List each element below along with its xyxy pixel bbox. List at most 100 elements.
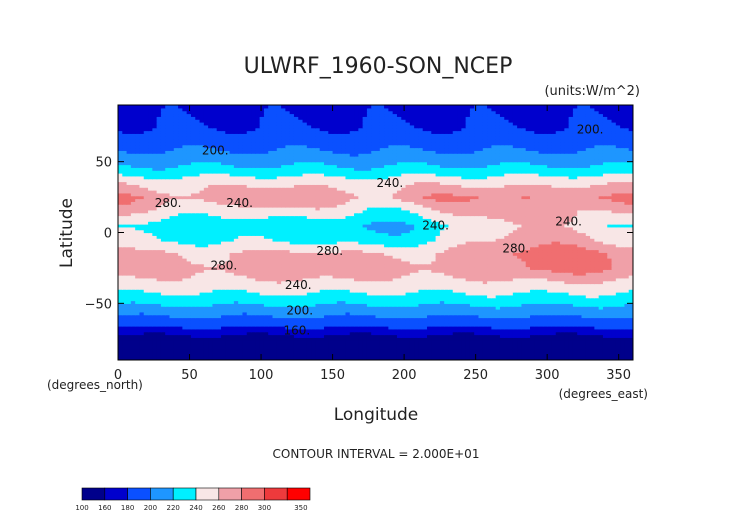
field-cell <box>203 272 209 276</box>
field-cell <box>551 252 557 256</box>
field-cell <box>319 255 325 259</box>
field-cell <box>195 241 201 245</box>
field-cell <box>525 306 531 310</box>
field-cell <box>259 249 265 253</box>
field-cell <box>341 340 347 344</box>
field-cell <box>169 260 175 265</box>
field-cell <box>602 255 608 259</box>
field-cell <box>525 317 531 321</box>
field-cell <box>229 269 235 273</box>
field-cell <box>139 266 145 270</box>
field-cell <box>568 294 574 299</box>
field-cell <box>375 286 381 290</box>
field-cell <box>358 320 364 324</box>
field-cell <box>422 320 428 324</box>
field-cell <box>238 266 244 270</box>
field-cell <box>324 277 329 282</box>
field-cell <box>126 260 132 265</box>
field-cell <box>302 258 308 262</box>
field-cell <box>195 260 201 265</box>
field-cell <box>448 260 454 265</box>
field-cell <box>118 269 123 273</box>
field-cell <box>495 343 501 347</box>
field-cell <box>362 286 368 290</box>
field-cell <box>534 283 540 287</box>
field-cell <box>474 326 480 330</box>
field-cell <box>611 309 617 313</box>
field-cell <box>435 297 441 302</box>
field-cell <box>465 246 471 251</box>
field-cell <box>324 252 329 256</box>
field-cell <box>186 328 192 333</box>
field-cell <box>302 309 308 313</box>
field-cell <box>152 320 158 324</box>
field-cell <box>349 331 355 336</box>
field-cell <box>508 317 514 321</box>
field-cell <box>504 340 510 344</box>
field-cell <box>431 309 437 313</box>
field-cell <box>547 354 553 358</box>
field-cell <box>345 292 351 296</box>
field-cell <box>392 345 398 350</box>
field-cell <box>281 328 286 333</box>
field-cell <box>551 309 557 313</box>
field-cell <box>379 280 385 285</box>
field-cell <box>302 283 308 287</box>
field-cell <box>491 255 497 259</box>
field-cell <box>118 348 123 353</box>
field-cell <box>298 348 304 353</box>
field-cell <box>439 317 445 321</box>
field-cell <box>276 357 282 360</box>
field-cell <box>504 269 510 273</box>
field-cell <box>152 275 158 279</box>
field-cell <box>272 283 278 287</box>
field-cell <box>478 292 484 296</box>
field-cell <box>182 340 188 344</box>
field-cell <box>538 340 544 344</box>
field-cell <box>542 309 548 313</box>
field-cell <box>611 263 617 268</box>
field-cell <box>474 255 480 259</box>
field-cell <box>418 343 424 347</box>
field-cell <box>568 309 574 313</box>
field-cell <box>405 345 411 350</box>
field-cell <box>457 314 462 319</box>
field-cell <box>130 258 136 262</box>
field-cell <box>135 309 141 313</box>
field-cell <box>388 260 394 265</box>
field-cell <box>324 337 329 341</box>
field-cell <box>336 320 342 324</box>
field-cell <box>366 337 372 341</box>
field-cell <box>199 348 205 353</box>
field-cell <box>126 263 132 268</box>
field-cell <box>203 266 209 270</box>
field-cell <box>319 269 325 273</box>
field-cell <box>405 334 411 338</box>
field-cell <box>379 337 385 341</box>
field-cell <box>345 272 351 276</box>
field-cell <box>521 317 527 321</box>
field-cell <box>375 258 381 262</box>
field-cell <box>233 246 239 251</box>
field-cell <box>499 320 505 324</box>
field-cell <box>315 283 321 287</box>
field-cell <box>178 343 183 347</box>
field-cell <box>590 283 595 287</box>
field-cell <box>126 275 132 279</box>
field-cell <box>585 348 591 353</box>
field-cell <box>285 283 291 287</box>
field-cell <box>521 354 527 358</box>
field-cell <box>607 263 613 268</box>
field-cell <box>602 258 608 262</box>
field-cell <box>336 258 342 262</box>
field-cell <box>452 306 458 310</box>
field-cell <box>143 343 149 347</box>
field-cell <box>349 294 355 299</box>
field-cell <box>478 294 484 299</box>
field-cell <box>452 331 458 336</box>
field-cell <box>379 258 385 262</box>
field-cell <box>590 263 595 268</box>
field-cell <box>547 348 553 353</box>
field-cell <box>491 306 497 310</box>
field-cell <box>319 337 325 341</box>
